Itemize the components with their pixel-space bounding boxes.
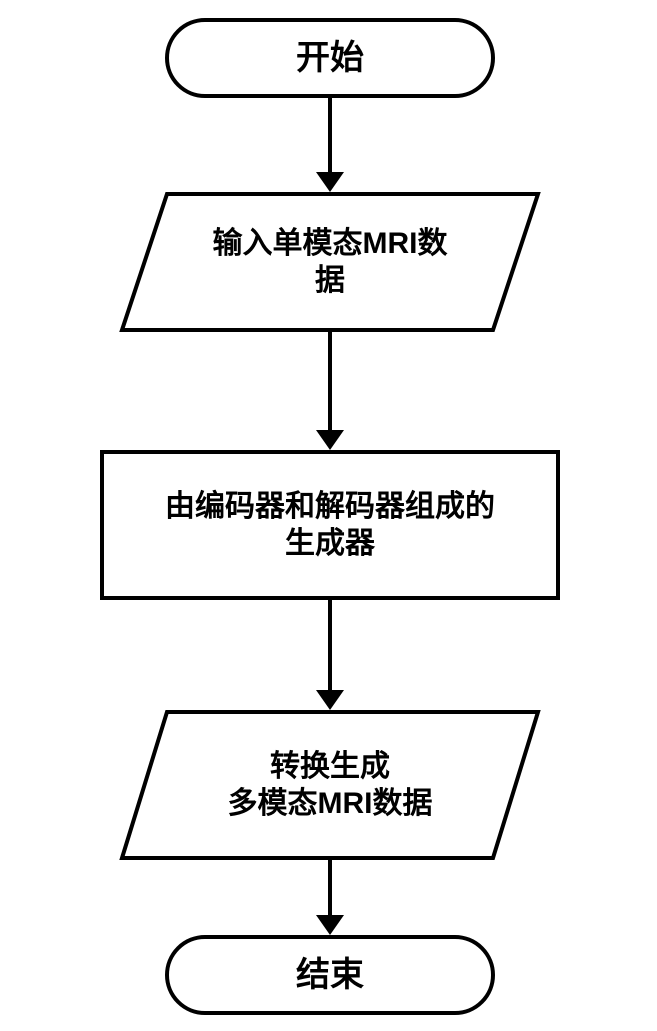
node-end: 结束 [165, 935, 495, 1015]
node-output-label: 转换生成 多模态MRI数据 [228, 748, 433, 823]
node-input: 输入单模态MRI数 据 [120, 192, 540, 332]
edge-gen-output [310, 600, 350, 710]
node-generator: 由编码器和解码器组成的 生成器 [100, 450, 560, 600]
flowchart-canvas: 开始 输入单模态MRI数 据 由编码器和解码器组成的 生成器 转换生成 多模态M… [0, 0, 657, 1031]
node-end-label: 结束 [296, 954, 364, 997]
node-output: 转换生成 多模态MRI数据 [120, 710, 540, 860]
node-generator-label: 由编码器和解码器组成的 生成器 [165, 488, 495, 563]
node-start-label: 开始 [296, 37, 364, 80]
edge-start-input [310, 98, 350, 192]
node-input-label: 输入单模态MRI数 据 [213, 225, 448, 300]
edge-output-end [310, 860, 350, 935]
edge-input-gen [310, 332, 350, 450]
node-start: 开始 [165, 18, 495, 98]
